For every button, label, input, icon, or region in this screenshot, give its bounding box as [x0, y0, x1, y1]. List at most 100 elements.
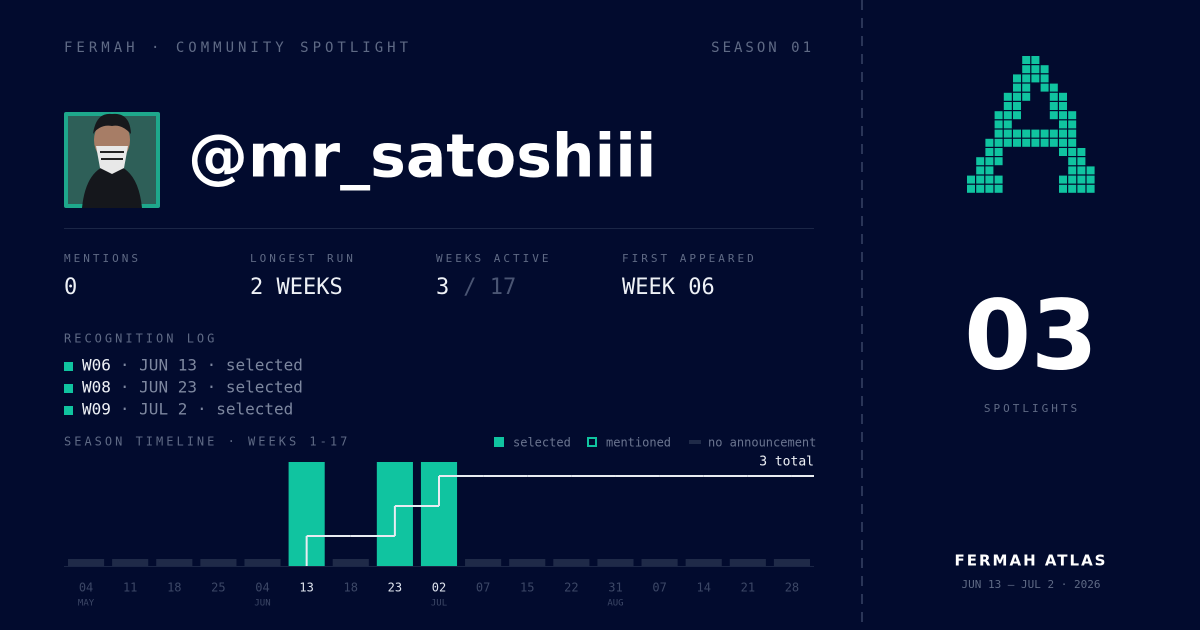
logo-pixel	[985, 157, 994, 166]
logo-pixel	[1077, 148, 1086, 156]
season: SEASON 01	[711, 40, 814, 56]
month-label: AUG	[607, 599, 623, 609]
x-tick-label: 22	[564, 581, 578, 595]
logo-pixel	[1031, 129, 1040, 138]
logo-pixel	[1068, 111, 1077, 120]
logo-pixel	[1040, 74, 1049, 83]
x-tick-label: 21	[741, 581, 755, 595]
logo-pixel	[1059, 138, 1067, 147]
logo-pixel	[1049, 111, 1058, 120]
logo-pixel	[1049, 102, 1058, 110]
avatar	[64, 112, 160, 208]
logo-pixel	[994, 157, 1003, 166]
stat-value: 3	[436, 275, 449, 300]
bar-empty	[68, 559, 105, 566]
legend-label: no announcement	[708, 436, 816, 450]
stat-label: WEEKS ACTIVE	[436, 252, 551, 265]
logo-pixel	[1059, 129, 1067, 138]
logo-pixel	[1013, 74, 1021, 83]
logo-pixel	[1022, 56, 1031, 64]
logo-pixel	[1031, 65, 1040, 74]
x-tick-label: 04	[255, 581, 269, 595]
logo-pixel	[1086, 175, 1095, 184]
logo-pixel	[1049, 83, 1058, 92]
logo-pixel	[1003, 129, 1012, 138]
logo-pixel	[994, 129, 1003, 138]
x-tick-label: 15	[520, 581, 534, 595]
month-label: JUN	[254, 599, 270, 609]
legend-swatch	[587, 437, 597, 447]
logo-pixel	[967, 184, 975, 193]
logo-pixel	[985, 175, 994, 184]
logo-pixel	[994, 138, 1003, 147]
log-bullet	[64, 362, 73, 371]
log-detail: · JUN 23 · selected	[120, 378, 303, 397]
logo-pixel	[1022, 129, 1031, 138]
logo-pixel	[976, 157, 985, 166]
logo-pixel	[1068, 148, 1077, 156]
logo-pixel	[1068, 120, 1077, 129]
logo-pixel	[1059, 184, 1067, 193]
logo-pixel	[1031, 74, 1040, 83]
log-bullet	[64, 384, 73, 393]
log-detail: · JUN 13 · selected	[120, 356, 303, 375]
logo-pixel	[1013, 129, 1021, 138]
x-tick-label: 04	[79, 581, 93, 595]
stat-total: / 17	[463, 275, 516, 300]
logo-pixel	[1049, 129, 1058, 138]
x-tick-label: 07	[652, 581, 666, 595]
bar-empty	[465, 559, 502, 566]
legend-swatch	[689, 440, 701, 444]
log-week: W08	[82, 378, 111, 397]
logo-pixel	[1068, 166, 1077, 175]
logo-pixel	[967, 175, 975, 184]
logo-pixel	[1086, 184, 1095, 193]
bar-empty	[244, 559, 281, 566]
legend-label: mentioned	[606, 436, 671, 450]
timeline: SEASON TIMELINE · WEEKS 1-17 selected ment…	[64, 435, 816, 609]
logo-pixel	[1013, 138, 1021, 147]
logo-pixel	[1022, 74, 1031, 83]
logo-pixel	[1040, 138, 1049, 147]
logo-pixel	[1040, 129, 1049, 138]
x-tick-label: 31	[608, 581, 622, 595]
logo-pixel	[1013, 111, 1021, 120]
legend-swatch	[494, 437, 504, 447]
logo-pixel	[1059, 92, 1067, 101]
logo-pixel	[1068, 129, 1077, 138]
logo-pixel	[1059, 148, 1067, 156]
logo-pixel	[985, 148, 994, 156]
log-week: W09	[82, 400, 111, 419]
log-bullet	[64, 406, 73, 415]
logo-pixel	[1059, 102, 1067, 110]
log: W06 · JUN 13 · selected W08 · JUN 23 · sele…	[64, 356, 303, 419]
logo-pixel	[985, 138, 994, 147]
logo-pixel	[1022, 65, 1031, 74]
stat-value: 0	[64, 275, 77, 300]
stat-value: WEEK 06	[622, 275, 715, 300]
footer-range: JUN 13 — JUL 2 · 2026	[961, 578, 1100, 591]
brand: FERMAH · COMMUNITY SPOTLIGHT	[64, 40, 412, 56]
logo-pixel	[1059, 111, 1067, 120]
bar-empty	[685, 559, 722, 566]
x-tick-label: 07	[476, 581, 490, 595]
logo-pixel	[1077, 175, 1086, 184]
logo-pixel	[1077, 157, 1086, 166]
logo-pixel	[1049, 92, 1058, 101]
logo-pixel	[1086, 166, 1095, 175]
logo-pixel	[1059, 120, 1067, 129]
logo-pixel	[1068, 175, 1077, 184]
x-tick-label: 28	[785, 581, 799, 595]
logo-pixel	[994, 175, 1003, 184]
bar-empty	[156, 559, 193, 566]
x-tick-label: 14	[696, 581, 710, 595]
logo	[967, 56, 1095, 193]
month-label: JUL	[431, 599, 447, 609]
bar-empty	[641, 559, 678, 566]
bar-empty	[729, 559, 766, 566]
logo-pixel	[1022, 92, 1031, 101]
logo-pixel	[976, 184, 985, 193]
